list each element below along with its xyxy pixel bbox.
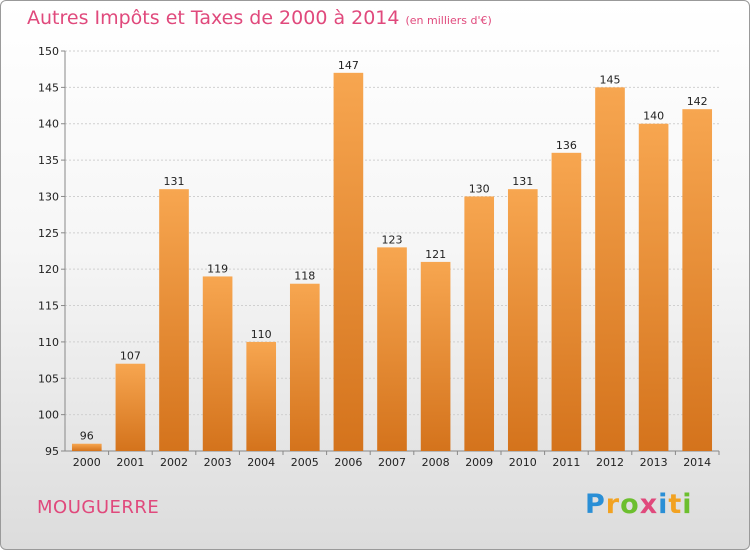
bar-value-label: 107 [120, 350, 141, 363]
bar-value-label: 142 [687, 95, 708, 108]
y-tick-label: 110 [38, 336, 59, 349]
x-tick-label: 2005 [291, 456, 319, 469]
x-tick-label: 2006 [334, 456, 362, 469]
x-tick-label: 2001 [116, 456, 144, 469]
bar-2013 [638, 123, 669, 452]
bar-2005 [289, 283, 320, 451]
x-tick-label: 2002 [160, 456, 188, 469]
y-tick-label: 115 [38, 300, 59, 313]
bar-2009 [464, 196, 495, 451]
x-tick-label: 2011 [552, 456, 580, 469]
logo-letter: P [585, 489, 606, 520]
y-tick-label: 145 [38, 81, 59, 94]
bar-2000 [71, 443, 102, 451]
bar-2010 [507, 189, 538, 451]
chart-title-text: Autres Impôts et Taxes de 2000 à 2014 [27, 7, 400, 29]
y-tick-label: 130 [38, 190, 59, 203]
logo-letter: x [639, 489, 659, 520]
bar-2007 [377, 247, 407, 451]
bar-value-label: 121 [425, 248, 446, 261]
bar-value-label: 119 [207, 262, 228, 275]
x-tick-label: 2013 [640, 456, 668, 469]
proxiti-logo: Proxiti [585, 489, 693, 520]
bar-2012 [595, 87, 625, 451]
logo-letter: i [682, 489, 693, 520]
y-tick-label: 120 [38, 263, 59, 276]
x-tick-label: 2007 [378, 456, 406, 469]
bar-2008 [420, 261, 451, 451]
bar-value-label: 136 [556, 139, 577, 152]
bar-value-label: 131 [512, 175, 533, 188]
y-tick-label: 135 [38, 154, 59, 167]
bar-value-label: 96 [80, 430, 94, 443]
x-tick-label: 2010 [509, 456, 537, 469]
bar-value-label: 140 [643, 110, 664, 123]
chart-unit: (en milliers d'€) [405, 14, 492, 27]
x-tick-label: 2000 [73, 456, 101, 469]
bar-2002 [159, 189, 189, 451]
bar-value-label: 118 [294, 270, 315, 283]
y-tick-label: 105 [38, 372, 59, 385]
bar-value-label: 147 [338, 59, 359, 72]
bar-2006 [333, 72, 364, 452]
commune-name: MOUGUERRE [37, 497, 160, 518]
bar-value-label: 110 [251, 328, 272, 341]
bar-2014 [682, 109, 713, 451]
bar-2004 [246, 341, 277, 451]
x-tick-label: 2012 [596, 456, 624, 469]
logo-letter: o [620, 489, 640, 520]
x-tick-label: 2009 [465, 456, 493, 469]
y-tick-label: 150 [38, 45, 59, 58]
y-tick-label: 125 [38, 227, 59, 240]
logo-letter: t [668, 489, 683, 520]
bar-value-label: 131 [164, 175, 185, 188]
x-tick-label: 2014 [683, 456, 711, 469]
bar-2011 [551, 152, 582, 451]
chart-title: Autres Impôts et Taxes de 2000 à 2014 (en… [27, 7, 492, 29]
bar-2001 [115, 363, 146, 451]
x-tick-label: 2008 [422, 456, 450, 469]
y-tick-label: 100 [38, 409, 59, 422]
x-tick-label: 2004 [247, 456, 275, 469]
bar-value-label: 123 [382, 233, 403, 246]
y-tick-label: 95 [45, 445, 59, 458]
logo-letter: i [658, 489, 669, 520]
y-tick-label: 140 [38, 118, 59, 131]
bar-value-label: 145 [600, 73, 621, 86]
x-tick-label: 2003 [204, 456, 232, 469]
bar-2003 [202, 276, 233, 451]
logo-letter: r [605, 489, 621, 520]
bar-value-label: 130 [469, 182, 490, 195]
